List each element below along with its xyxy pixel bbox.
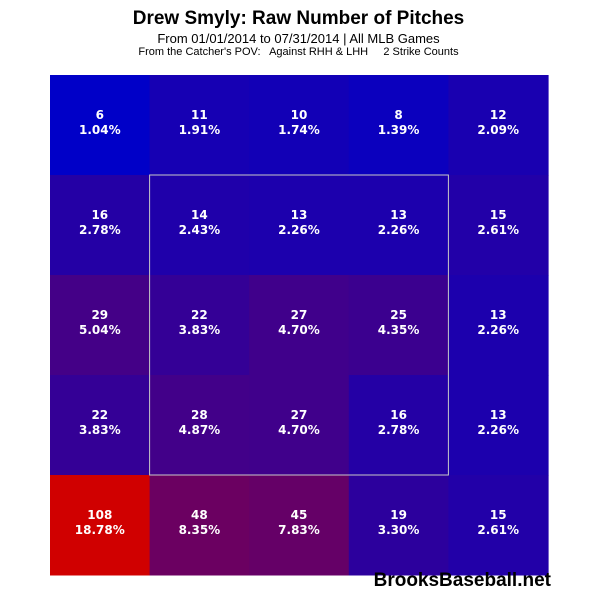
cell-count-label: 22 — [191, 308, 208, 322]
cell-count-label: 13 — [291, 208, 308, 222]
cell-percent-label: 4.87% — [179, 423, 221, 437]
cell-count-label: 19 — [390, 508, 407, 522]
heatmap-cell — [448, 375, 549, 476]
heatmap-cell — [149, 275, 250, 376]
cell-count-label: 108 — [87, 508, 112, 522]
cell-count-label: 15 — [490, 208, 507, 222]
cell-count-label: 12 — [490, 108, 507, 122]
cell-count-label: 28 — [191, 408, 208, 422]
cell-percent-label: 1.39% — [378, 123, 420, 137]
cell-percent-label: 1.91% — [179, 123, 221, 137]
cell-count-label: 25 — [390, 308, 407, 322]
cell-percent-label: 3.83% — [79, 423, 121, 437]
strike-zone-outline — [149, 174, 449, 476]
cell-count-label: 29 — [91, 308, 108, 322]
heatmap-cell — [348, 75, 449, 176]
cell-percent-label: 2.78% — [79, 223, 121, 237]
cell-count-label: 6 — [96, 108, 104, 122]
cell-percent-label: 18.78% — [75, 523, 125, 537]
heatmap-cell — [50, 75, 151, 176]
cell-percent-label: 4.70% — [278, 423, 320, 437]
cell-percent-label: 1.74% — [278, 123, 320, 137]
cell-percent-label: 2.61% — [477, 223, 519, 237]
heatmap-cell — [448, 275, 549, 376]
cell-percent-label: 2.61% — [477, 523, 519, 537]
chart-title: Drew Smyly: Raw Number of Pitches — [132, 8, 465, 29]
cell-count-label: 13 — [390, 208, 407, 222]
cell-count-label: 27 — [291, 308, 308, 322]
chart-subtitle-filters: From the Catcher's POV: Against RHH & LH… — [138, 46, 459, 58]
heatmap-cell — [50, 275, 151, 376]
chart-subtitle: From 01/01/2014 to 07/31/2014 | All MLB … — [157, 31, 440, 46]
cell-count-label: 14 — [191, 208, 208, 222]
cell-percent-label: 8.35% — [179, 523, 221, 537]
cell-percent-label: 2.09% — [477, 123, 519, 137]
heatmap-cell — [149, 75, 250, 176]
cell-percent-label: 3.83% — [179, 323, 221, 337]
heatmap-cell — [448, 475, 549, 576]
heatmap-cell — [249, 75, 350, 176]
cell-percent-label: 4.70% — [278, 323, 320, 337]
cell-count-label: 11 — [191, 108, 208, 122]
cell-count-label: 13 — [490, 408, 507, 422]
cell-count-label: 8 — [394, 108, 402, 122]
cell-percent-label: 2.26% — [378, 223, 420, 237]
heatmap-cell — [50, 475, 151, 576]
cell-percent-label: 7.83% — [278, 523, 320, 537]
cell-percent-label: 5.04% — [79, 323, 121, 337]
cell-count-label: 22 — [91, 408, 108, 422]
heatmap-cell — [249, 175, 350, 276]
heatmap-cell — [50, 375, 151, 476]
heatmap-cell — [448, 175, 549, 276]
cell-count-label: 10 — [291, 108, 308, 122]
cell-percent-label: 4.35% — [378, 323, 420, 337]
cell-count-label: 16 — [91, 208, 108, 222]
heatmap-cell — [448, 75, 549, 176]
cell-count-label: 45 — [291, 508, 308, 522]
cell-percent-label: 2.26% — [278, 223, 320, 237]
heatmap-cell — [348, 375, 449, 476]
heatmap-cell — [249, 475, 350, 576]
cell-count-label: 15 — [490, 508, 507, 522]
cell-percent-label: 2.26% — [477, 323, 519, 337]
heatmap-cell — [348, 175, 449, 276]
cell-count-label: 16 — [390, 408, 407, 422]
heatmap-cell — [249, 375, 350, 476]
cell-percent-label: 2.43% — [179, 223, 221, 237]
brooksbaseball-watermark: BrooksBaseball.net — [373, 570, 551, 591]
cell-count-label: 48 — [191, 508, 208, 522]
cell-count-label: 27 — [291, 408, 308, 422]
cell-percent-label: 1.04% — [79, 123, 121, 137]
heatmap-cell — [348, 475, 449, 576]
cell-percent-label: 2.78% — [378, 423, 420, 437]
heatmap-cell — [50, 175, 151, 276]
cell-percent-label: 2.26% — [477, 423, 519, 437]
heatmap-cell — [249, 275, 350, 376]
heatmap-cell — [348, 275, 449, 376]
cell-count-label: 13 — [490, 308, 507, 322]
heatmap-cell — [149, 475, 250, 576]
heatmap-cell — [149, 375, 250, 476]
cell-percent-label: 3.30% — [378, 523, 420, 537]
heatmap-cell — [149, 175, 250, 276]
